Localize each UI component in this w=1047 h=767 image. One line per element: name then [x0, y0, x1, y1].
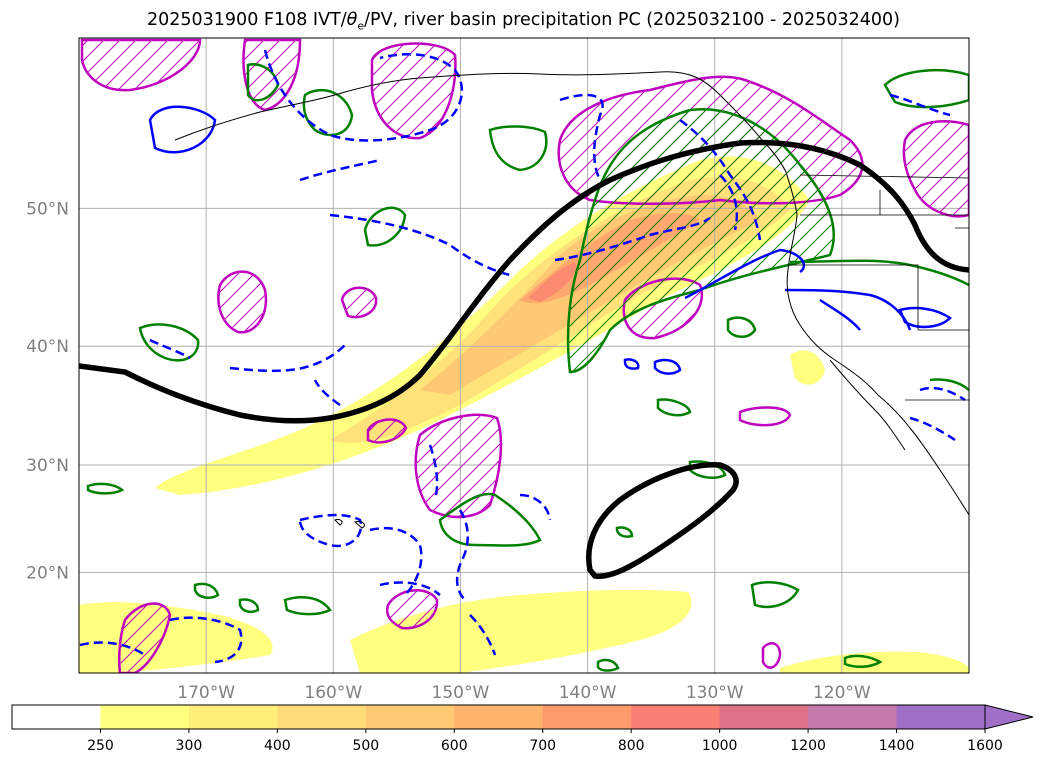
colorbar-tick-label: 1600 — [967, 738, 1003, 754]
lat-label: 30°N — [26, 456, 69, 476]
lon-label: 120°W — [813, 683, 871, 703]
colorbar-tick-label: 1200 — [790, 738, 826, 754]
lon-label: 150°W — [432, 683, 490, 703]
ivt-contour — [79, 139, 969, 579]
colorbar-tick-label: 400 — [264, 738, 291, 754]
colorbar-tick-label: 800 — [618, 738, 645, 754]
map-area — [79, 38, 969, 673]
colorbar-tick-label: 250 — [87, 738, 114, 754]
lon-label: 170°W — [177, 683, 235, 703]
colorbar-segment — [365, 705, 455, 729]
lon-label: 140°W — [559, 683, 617, 703]
lon-label: 130°W — [686, 683, 744, 703]
colorbar-segment — [100, 705, 190, 729]
colorbar-tick-label: 300 — [176, 738, 203, 754]
lat-label: 40°N — [26, 337, 69, 357]
colorbar-tick-label: 500 — [352, 738, 379, 754]
lat-label: 50°N — [26, 199, 69, 219]
latitude-labels: 50°N 40°N 30°N 20°N — [26, 199, 69, 583]
theta-e-contours — [86, 63, 969, 672]
colorbar: 250 300 400 500 600 700 800 1000 1200 1400 1600 — [11, 704, 1034, 754]
ivt-shading — [79, 156, 969, 673]
colorbar-tick-label: 700 — [529, 738, 556, 754]
figure-title: 2025031900 F108 IVT/θe/PV, river basin p… — [146, 10, 901, 33]
colorbar-segment — [808, 705, 898, 729]
colorbar-segment — [277, 705, 367, 729]
coastlines — [174, 71, 969, 529]
colorbar-extend-arrow — [984, 704, 1034, 730]
colorbar-segment — [12, 705, 101, 729]
colorbar-outline — [11, 704, 985, 730]
state-borders — [790, 174, 969, 401]
colorbar-tick-label: 600 — [441, 738, 468, 754]
colorbar-segment — [454, 705, 544, 729]
colorbar-segment — [896, 705, 986, 729]
lat-label: 20°N — [26, 563, 69, 583]
colorbar-segment — [631, 705, 721, 729]
colorbar-segment — [542, 705, 632, 729]
lon-label: 160°W — [304, 683, 362, 703]
colorbar-segment — [719, 705, 809, 729]
blue-dashed-contours — [79, 49, 966, 664]
colorbar-tick-label: 1000 — [702, 738, 738, 754]
map-frame — [78, 37, 970, 674]
blue-contours — [148, 105, 952, 375]
colorbar-tick-label: 1400 — [879, 738, 915, 754]
longitude-labels: 170°W 160°W 150°W 140°W 130°W 120°W — [177, 683, 871, 703]
colorbar-segment — [188, 705, 278, 729]
